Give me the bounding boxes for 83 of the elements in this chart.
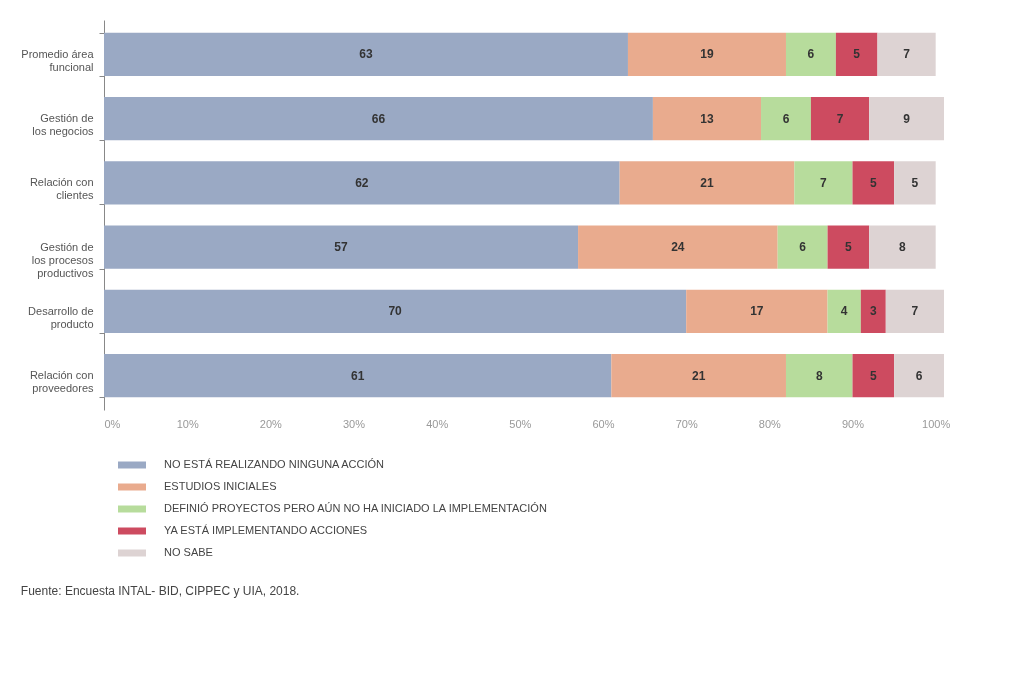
data-label: 6 xyxy=(782,111,790,126)
data-label: 17 xyxy=(750,304,764,319)
x-tick-label: 50% xyxy=(509,417,532,430)
bar xyxy=(104,161,620,205)
y-tick-label: Desarrollo de producto xyxy=(28,304,94,330)
legend-label: NO ESTÁ REALIZANDO NINGUNA ACCIÓN xyxy=(164,458,385,470)
data-label: 5 xyxy=(853,47,861,62)
x-tick-label: 60% xyxy=(592,417,615,430)
data-label: 4 xyxy=(840,304,848,319)
data-label: 63 xyxy=(359,47,373,62)
bar xyxy=(627,32,786,76)
bar xyxy=(827,225,870,269)
data-label: 6 xyxy=(799,240,807,255)
bar xyxy=(827,289,861,333)
bar xyxy=(852,161,895,205)
x-tick-label: 80% xyxy=(758,417,782,430)
source-note: Fuente: Encuesta INTAL- BID, CIPPEC y UIA, 2018. xyxy=(20,584,300,598)
bar xyxy=(619,161,795,205)
y-tick-label: Gestión de los negocios xyxy=(32,112,94,138)
data-label: 9 xyxy=(903,111,911,126)
x-tick-label: 100% xyxy=(922,417,951,430)
data-label: 6 xyxy=(807,47,815,62)
bar xyxy=(852,354,895,398)
data-label: 5 xyxy=(845,240,853,255)
data-label: 6 xyxy=(915,368,923,383)
bar xyxy=(894,354,944,398)
bar xyxy=(761,97,811,141)
x-tick-label: 90% xyxy=(842,417,865,430)
data-label: 21 xyxy=(691,368,706,383)
bar xyxy=(611,354,786,398)
bar xyxy=(578,225,778,269)
data-label: 7 xyxy=(911,304,919,319)
bar xyxy=(877,32,936,76)
data-label: 5 xyxy=(869,368,877,383)
bar xyxy=(104,97,653,141)
data-label: 24 xyxy=(671,240,685,255)
bar xyxy=(104,32,628,76)
bar xyxy=(869,225,936,269)
bar xyxy=(652,97,762,141)
bar xyxy=(894,161,936,205)
bar xyxy=(860,289,886,333)
legend-label: ESTUDIOS INICIALES xyxy=(164,480,277,492)
bar xyxy=(104,225,579,269)
data-label: 8 xyxy=(899,240,907,255)
bar xyxy=(785,354,853,398)
data-label: 7 xyxy=(836,111,844,126)
data-label: 7 xyxy=(903,47,911,62)
bar xyxy=(835,32,878,76)
y-tick-label: Relación con clientes xyxy=(29,176,94,202)
bar xyxy=(869,97,944,141)
bar xyxy=(104,289,687,333)
bar xyxy=(104,354,612,398)
x-tick-label: 10% xyxy=(176,417,199,430)
x-tick-label: 30% xyxy=(342,417,366,430)
y-tick-label: Relación con proveedores xyxy=(29,369,94,395)
data-label: 19 xyxy=(700,47,714,62)
x-tick-label: 70% xyxy=(675,417,698,430)
data-label: 21 xyxy=(700,175,714,190)
data-label: 13 xyxy=(700,111,714,126)
y-tick-label: Promedio área funcional xyxy=(21,47,95,73)
legend-label: NO SABE xyxy=(164,546,213,558)
bar xyxy=(885,289,944,333)
data-label: 61 xyxy=(350,368,365,383)
bar xyxy=(810,97,870,141)
x-tick-label: 40% xyxy=(426,417,449,430)
x-tick-label: 0% xyxy=(104,417,121,430)
legend-label: DEFINIÓ PROYECTOS PERO AÚN NO HA INICIADO LA IMPLEMENTACIÓN xyxy=(164,502,547,514)
bar xyxy=(686,289,828,333)
data-label: 7 xyxy=(820,175,828,190)
bar xyxy=(777,225,828,269)
data-label: 8 xyxy=(815,368,823,383)
data-label: 5 xyxy=(869,175,877,190)
data-label: 5 xyxy=(911,175,919,190)
x-tick-label: 20% xyxy=(259,417,283,430)
data-label: 70 xyxy=(388,304,403,319)
data-label: 66 xyxy=(371,111,386,126)
data-label: 62 xyxy=(355,175,369,190)
data-label: 3 xyxy=(869,304,877,319)
y-tick-label: Gestión de los procesos productivos xyxy=(31,240,94,279)
bar xyxy=(794,161,853,205)
bar xyxy=(785,32,836,76)
data-label: 57 xyxy=(334,240,349,255)
legend-label: YA ESTÁ IMPLEMENTANDO ACCIONES xyxy=(164,524,368,536)
